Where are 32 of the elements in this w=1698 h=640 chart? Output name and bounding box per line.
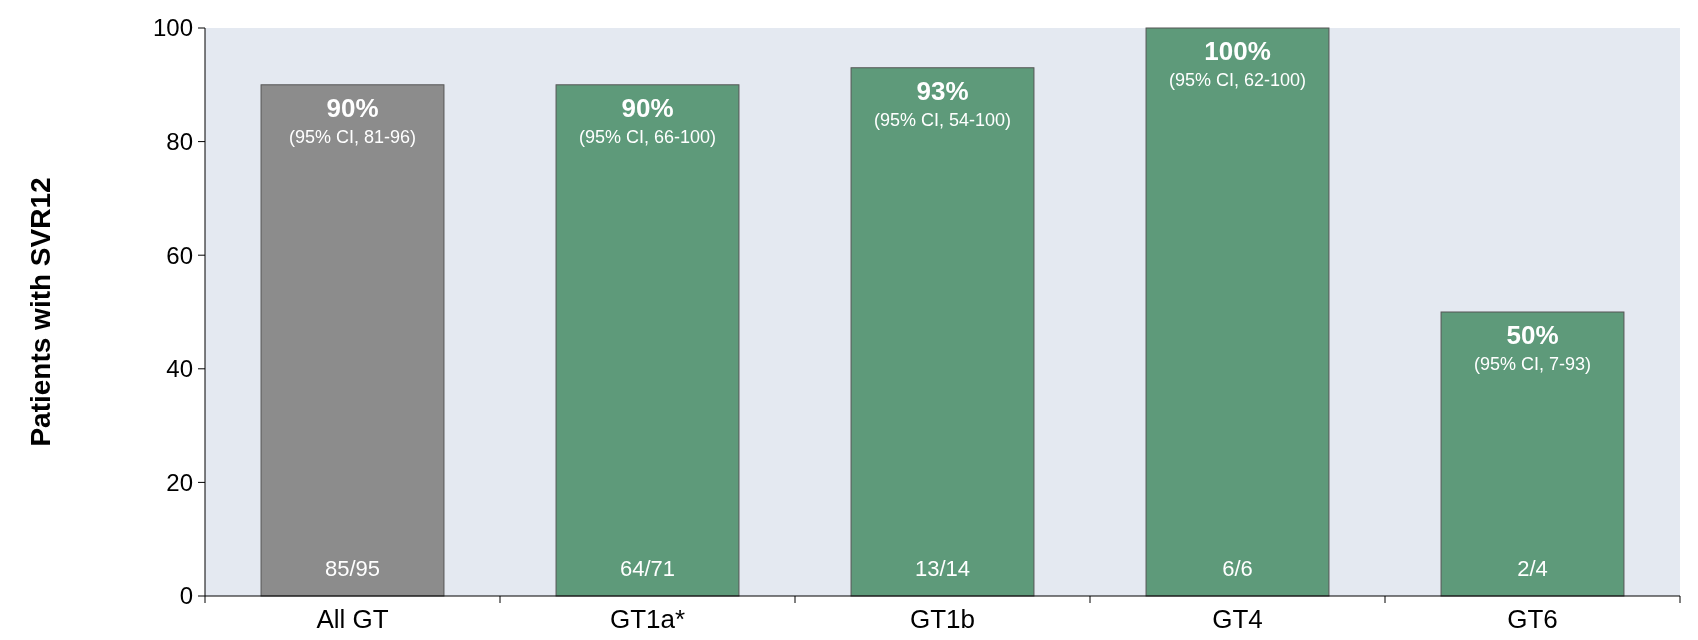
bar [555, 84, 740, 597]
data-label: 90% [621, 92, 674, 123]
x-tick-label: All GT [316, 604, 389, 634]
annotation: 85/95 [324, 556, 381, 581]
annotation: (95% CI, 54-100) [873, 109, 1012, 130]
annotation: (95% CI, 66-100) [578, 126, 717, 147]
annotation: (95% CI, 81-96) [288, 126, 417, 147]
y-tick-label: 20 [166, 468, 193, 496]
x-tick-label: GT1b [909, 604, 976, 634]
x-tick-label: GT6 [1507, 604, 1558, 634]
y-tick-label: 40 [166, 355, 193, 383]
y-axis-title: Patients with SVR12 [25, 177, 56, 447]
y-tick-label: 60 [166, 241, 193, 269]
annotation: 64/71 [619, 556, 676, 581]
bar [1145, 27, 1330, 597]
x-tick-label: GT4 [1212, 604, 1263, 634]
data-label: 90% [326, 92, 379, 123]
y-tick-label: 80 [166, 128, 193, 155]
bar [260, 84, 445, 597]
data-label: 93% [916, 75, 969, 106]
x-tick-label: GT1a* [609, 604, 686, 634]
annotation: 6/6 [1222, 556, 1253, 581]
bar [850, 67, 1035, 597]
annotation: (95% CI, 62-100) [1168, 70, 1307, 90]
bar [1440, 311, 1625, 597]
annotation: 13/14 [914, 556, 971, 581]
data-label: 100% [1204, 36, 1271, 66]
annotation: 2/4 [1517, 556, 1548, 581]
annotation: (95% CI, 7-93) [1473, 354, 1592, 374]
y-tick-label: 0 [179, 582, 193, 610]
y-tick-label: 100 [152, 14, 193, 42]
data-label: 50% [1506, 320, 1559, 350]
